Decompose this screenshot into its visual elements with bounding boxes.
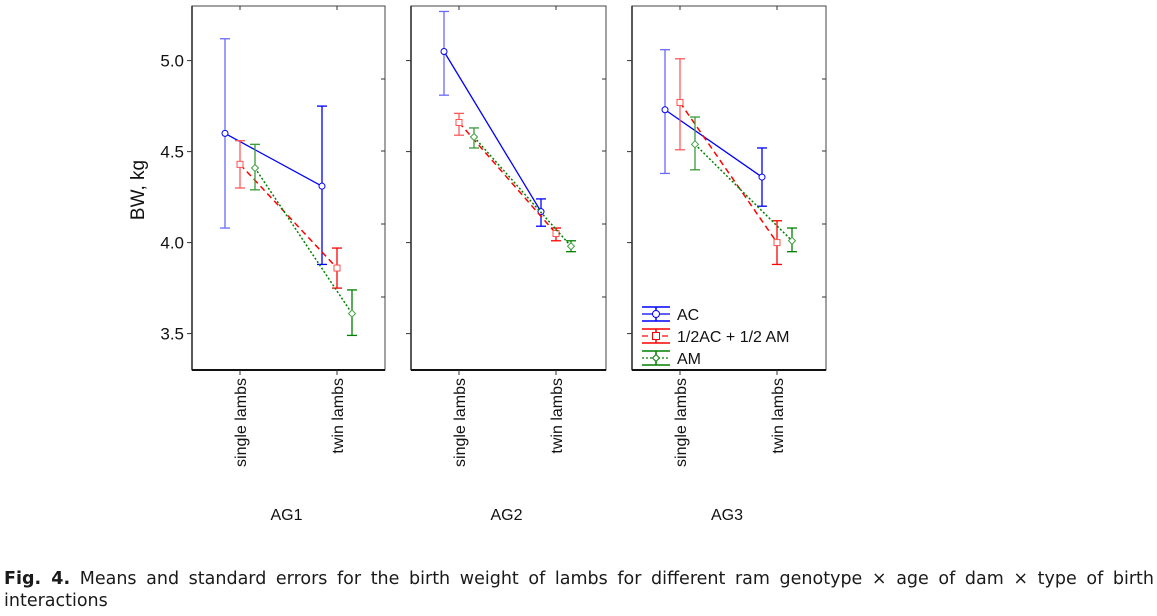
legend-label: AC	[677, 307, 699, 324]
data-point	[661, 106, 669, 114]
series-1-2ac-1-2-am	[675, 58, 782, 266]
series-line	[664, 109, 763, 178]
interaction-chart: BW, kg 3.5 4.0 4.5 5.0 single lambs twin lam…	[128, 5, 827, 524]
figure-caption: Fig. 4. Means and standard errors for th…	[4, 568, 1154, 612]
series-line	[679, 102, 778, 244]
data-point	[455, 118, 463, 126]
y-tick-label: 4.0	[160, 234, 184, 253]
data-point	[250, 163, 260, 173]
series-1-2ac-1-2-am	[235, 140, 342, 289]
panel-ag3: single lambs twin lambs AG3	[627, 5, 827, 524]
panel-frame	[631, 5, 827, 371]
series-am	[250, 143, 357, 337]
y-tick-label: 3.5	[160, 325, 184, 344]
legend: AC 1/2AC + 1/2 AM AM	[642, 306, 790, 368]
panel-label: AG1	[270, 507, 302, 524]
panel-ag2: single lambs twin lambs AG2	[406, 5, 607, 524]
data-point	[469, 132, 479, 142]
series-line	[224, 132, 323, 187]
y-axis-title: BW, kg	[128, 160, 149, 220]
x-tick-label: twin lambs	[770, 378, 787, 454]
data-point	[236, 160, 244, 168]
legend-entry: AM	[642, 350, 701, 368]
series-line	[458, 121, 557, 234]
legend-label: 1/2AC + 1/2 AM	[677, 329, 790, 346]
data-point	[787, 236, 797, 245]
caption-label: Fig. 4.	[4, 569, 71, 589]
data-point	[676, 98, 684, 106]
x-tick-label: single lambs	[233, 378, 250, 467]
panel-label: AG3	[711, 507, 743, 524]
panel-ag1: single lambs twin lambs AG1	[187, 5, 386, 524]
data-point	[221, 129, 229, 137]
y-tick-label: 5.0	[160, 52, 184, 71]
series-line	[254, 167, 353, 314]
x-tick-label: twin lambs	[330, 378, 347, 454]
series-am	[469, 127, 576, 253]
data-point	[347, 309, 357, 318]
data-point	[333, 264, 341, 272]
x-tick-label: twin lambs	[549, 378, 566, 454]
legend-marker	[651, 353, 661, 363]
legend-marker	[652, 332, 660, 340]
series-ac	[220, 38, 327, 266]
data-point	[440, 48, 448, 55]
series-line	[443, 51, 542, 212]
x-tick-label: single lambs	[673, 378, 690, 467]
panel-frame	[410, 5, 607, 371]
data-point	[690, 140, 700, 149]
panels: single lambs twin lambs AG1 single lambs twi…	[187, 5, 827, 524]
series-ac	[660, 49, 767, 207]
series-1-2ac-1-2-am	[454, 112, 561, 242]
series-line	[239, 163, 338, 269]
data-point	[758, 173, 766, 181]
caption-text: Means and standard errors for the birth …	[4, 569, 1154, 611]
series-am	[690, 116, 797, 253]
data-point	[566, 242, 576, 251]
legend-marker	[652, 310, 660, 318]
series-line	[694, 143, 793, 242]
y-tick-label: 4.5	[160, 143, 184, 162]
x-tick-label: single lambs	[452, 378, 469, 467]
data-point	[552, 230, 560, 237]
y-axis: 3.5 4.0 4.5 5.0	[160, 52, 184, 344]
legend-label: AM	[677, 351, 701, 368]
panel-label: AG2	[490, 507, 522, 524]
series-line	[473, 136, 572, 247]
data-point	[318, 182, 326, 190]
legend-entry: AC	[642, 306, 699, 324]
data-point	[773, 239, 781, 247]
legend-entry: 1/2AC + 1/2 AM	[642, 328, 790, 346]
panel-frame	[191, 5, 386, 371]
series-ac	[439, 10, 546, 227]
